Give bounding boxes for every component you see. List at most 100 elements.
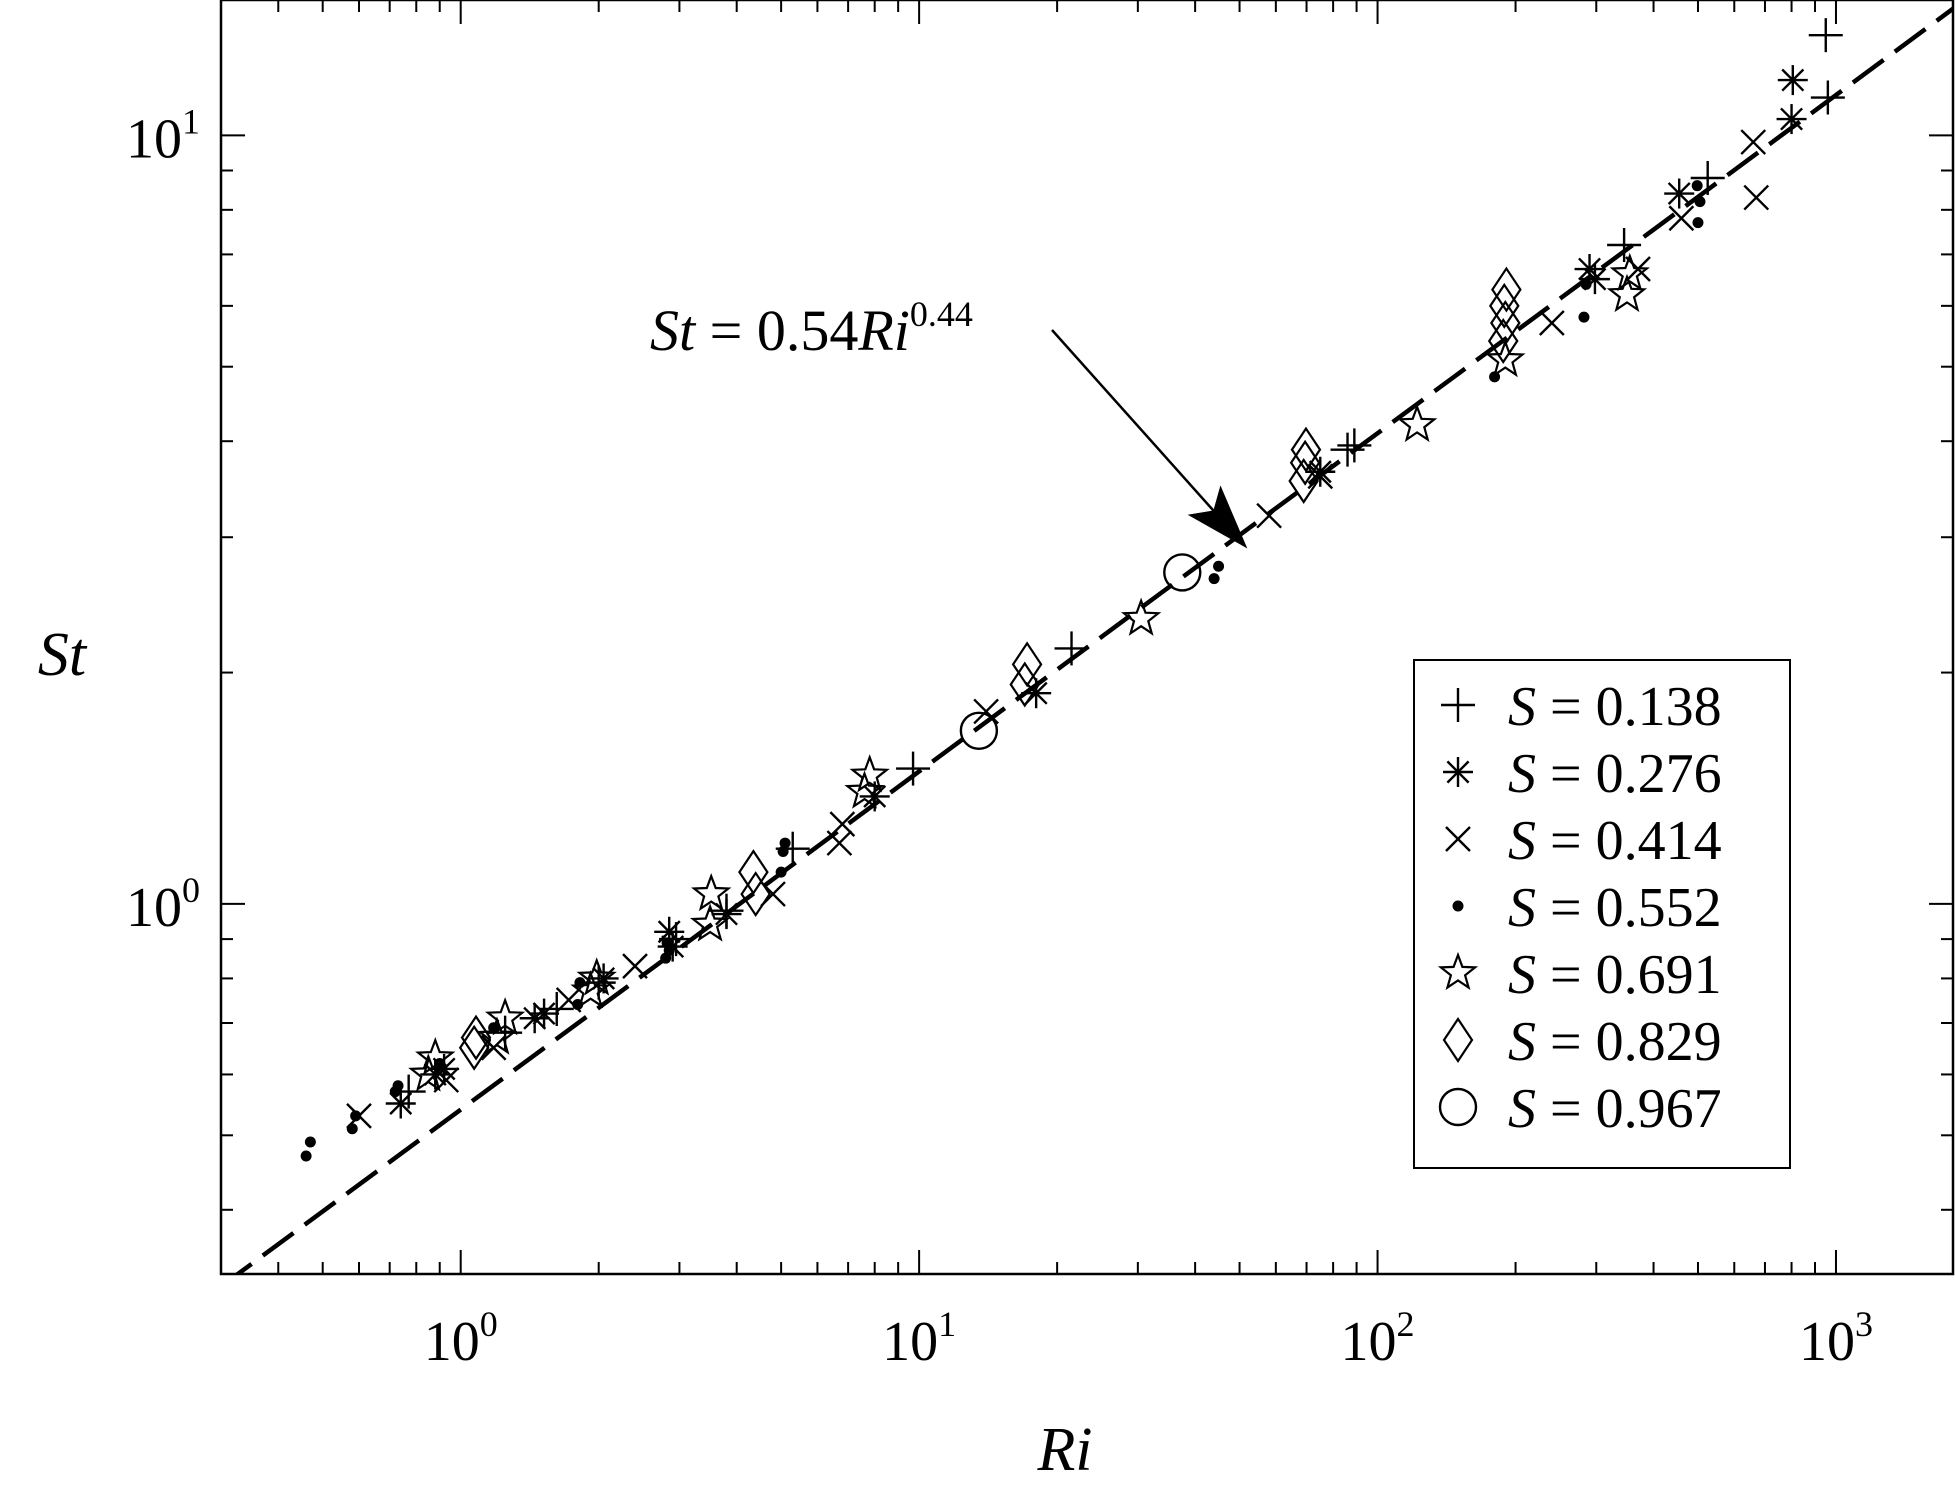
legend-dot-marker [1452,900,1464,912]
x-tick-label: 101 [882,1304,956,1373]
plus-marker [1337,428,1372,463]
asterisk-stroke [1583,267,1607,291]
cross-stroke [1307,463,1334,490]
dot-marker [1578,311,1590,323]
legend-circle-marker [1438,1087,1478,1127]
plus-marker [1690,161,1725,196]
cross-marker [1668,205,1695,232]
cross-stroke [622,953,648,979]
star-marker [476,1016,518,1055]
fit-lhs: St [650,298,697,363]
asterisk-stroke [1308,460,1332,484]
plus-marker [1054,631,1089,666]
fit-eq: = 0.54 [695,298,858,363]
cross-stroke [973,698,999,725]
cross-marker [829,811,856,837]
star-marker [415,1037,456,1076]
dot-marker [1692,217,1704,229]
asterisk-marker [1664,178,1695,209]
asterisk-stroke [1780,107,1804,131]
series-plus [391,18,1845,1109]
dot-marker [1691,180,1703,192]
legend-label: S = 0.691 [1508,944,1722,1006]
x-tick-label: 100 [424,1304,498,1373]
legend-label: S = 0.967 [1508,1078,1722,1140]
series-star [408,252,1650,1092]
dot-marker [1208,573,1220,585]
asterisk-stroke [592,966,616,990]
dot-marker [1580,278,1592,290]
cross-stroke [826,830,853,856]
cross-stroke [1740,129,1767,155]
dot-marker [304,1136,316,1148]
series-circle [959,553,1202,750]
cross-marker [622,953,648,979]
star-marker [1485,338,1526,378]
asterisk-stroke [523,1006,547,1030]
star-marker [1120,597,1162,636]
star-marker [691,872,732,912]
asterisk-stroke [532,1002,556,1026]
cross-marker [1307,463,1334,490]
star-marker [844,770,885,809]
cross-stroke [1539,310,1565,336]
arrow-head [1187,485,1248,549]
series-diamond [458,266,1522,1071]
plus-marker [1808,18,1843,53]
dot-marker [777,846,789,858]
legend-plus-marker [1441,688,1475,722]
star-marker [849,754,890,793]
star-marker [570,970,611,1009]
cross-stroke [1743,184,1770,211]
legend-asterisk-marker [1443,757,1473,787]
cross-stroke [555,987,582,1013]
dot-marker [779,837,791,849]
legend-star-marker [1437,951,1479,991]
tick-labels: 100 101 102 103 100 101 [126,101,1873,1373]
cross-marker [1740,129,1767,155]
dot-marker [392,1080,404,1092]
asterisk-stroke [1781,68,1805,92]
star-marker [1609,252,1650,292]
cross-stroke [1256,502,1282,529]
cross-stroke [1445,826,1471,852]
asterisk-marker [1305,456,1336,487]
plus-marker [896,751,931,786]
dot-marker [1213,560,1225,572]
asterisk-stroke [1446,760,1470,784]
asterisk-marker [529,998,560,1029]
legend-label: S = 0.276 [1508,743,1722,805]
star-marker [1396,403,1438,443]
axis-ticks [220,0,1953,1274]
dot-marker [300,1150,312,1162]
diamond-marker [740,871,771,918]
dot-marker [350,1110,362,1122]
fit-exponent: 0.44 [910,294,973,334]
x-axis-label: Ri [1036,1416,1092,1484]
legend-label: S = 0.138 [1508,676,1722,738]
asterisk-stroke [423,1062,447,1086]
dot-marker [775,866,787,878]
asterisk-marker [1776,104,1807,135]
x-tick-label: 103 [1799,1304,1873,1373]
cross-stroke [829,811,856,837]
cross-marker [1743,184,1770,211]
cross-marker [1256,502,1282,529]
data-points [300,18,1845,1162]
plus-marker [1607,227,1642,262]
circle-marker [959,711,999,750]
legend-label: S = 0.414 [1508,810,1722,872]
y-tick-label: 101 [126,101,200,170]
x-tick-label: 102 [1341,1304,1415,1373]
circle-marker [1163,553,1202,592]
asterisk-stroke [1667,182,1691,205]
diamond-marker [1290,426,1322,473]
fit-var: Ri [857,298,910,363]
diamond-marker [1288,458,1319,505]
plus-marker [1330,432,1365,467]
star-marker [689,903,731,942]
legend-box [1413,659,1791,1169]
diamond-marker [1011,641,1043,688]
